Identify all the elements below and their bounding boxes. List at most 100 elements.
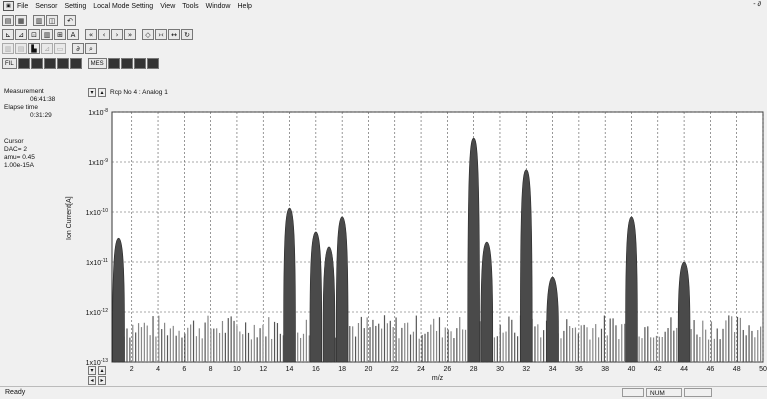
noise-bar — [670, 317, 672, 362]
x-tick-label: 10 — [233, 366, 241, 373]
x-tick-label: 32 — [522, 366, 530, 373]
toolbar-file: ▤ ▦ ▥ ◫ ↶ — [2, 13, 77, 27]
x-scale-down-icon[interactable]: ▾ — [88, 366, 96, 375]
x-tick-label: 18 — [338, 366, 346, 373]
measure-2-icon[interactable] — [120, 57, 133, 69]
zoom-out-icon[interactable]: ↔ — [168, 28, 180, 40]
mode-analog-icon[interactable]: ▥ — [2, 42, 14, 54]
noise-bar — [164, 322, 166, 362]
filament-3-icon[interactable] — [43, 57, 56, 69]
x-tick-label: 12 — [259, 366, 267, 373]
sensor-icon[interactable]: ∂ — [72, 42, 84, 54]
x-shift-left-icon[interactable]: ◂ — [88, 376, 96, 385]
noise-bar — [169, 328, 171, 362]
peak-mz-28 — [467, 137, 480, 363]
menu-bar: ▣ File Sensor Setting Local Mode Setting… — [0, 0, 767, 12]
noise-bar — [543, 330, 545, 362]
measure-1-icon[interactable] — [107, 57, 120, 69]
noise-bar — [398, 338, 400, 362]
mode-leak-icon[interactable]: ▭ — [54, 42, 66, 54]
noise-bar — [383, 315, 386, 362]
filament-1-icon[interactable] — [17, 57, 30, 69]
noise-bar — [192, 320, 195, 362]
x-tick-label: 20 — [365, 366, 373, 373]
menu-help[interactable]: Help — [237, 2, 252, 10]
print-preview-icon[interactable]: ◫ — [46, 14, 58, 26]
filament-2-icon[interactable] — [30, 57, 43, 69]
noise-bar — [493, 337, 496, 362]
noise-bar — [459, 317, 461, 362]
menu-local-mode-setting[interactable]: Local Mode Setting — [93, 2, 154, 10]
noise-bar — [586, 327, 588, 362]
prev-channel-icon[interactable]: ▾ — [88, 88, 96, 97]
noise-bar — [172, 325, 174, 362]
measure-3-icon[interactable] — [133, 57, 146, 69]
window-controls[interactable]: - ∂ — [753, 1, 761, 8]
menu-window[interactable]: Window — [205, 2, 231, 10]
filament-4-icon[interactable] — [56, 57, 69, 69]
chart-header: ▾ ▴ Rcp No 4 : Analog 1 — [88, 88, 168, 97]
chart-line-icon[interactable]: ⊾ — [2, 28, 14, 40]
refresh-icon[interactable]: ↻ — [181, 28, 193, 40]
auto-scale-icon[interactable]: A — [67, 28, 79, 40]
chart-bar-icon[interactable]: ▥ — [41, 28, 53, 40]
noise-bar — [366, 317, 368, 362]
zoom-reset-icon[interactable]: ◇ — [142, 28, 154, 40]
noise-bar — [276, 323, 279, 362]
mode-histogram-icon[interactable]: ▤ — [15, 42, 27, 54]
noise-bar — [699, 336, 701, 362]
noise-bar — [658, 336, 660, 362]
noise-bar — [462, 329, 464, 362]
x-scale-up-icon[interactable]: ▴ — [98, 366, 106, 375]
noise-bar — [213, 328, 215, 362]
info-panel: Measurement 06:41:38 Elapse time 0:31:29… — [4, 88, 74, 170]
x-tick-label: 22 — [391, 366, 399, 373]
measure-button[interactable]: MES — [87, 57, 107, 69]
filament-5-icon[interactable] — [69, 57, 82, 69]
peak-mz-40 — [625, 216, 638, 363]
measure-4-icon[interactable] — [146, 57, 159, 69]
noise-bar — [381, 328, 383, 362]
chart-area-icon[interactable]: ⊞ — [54, 28, 66, 40]
menu-file[interactable]: File — [17, 2, 29, 10]
noise-bar — [655, 335, 658, 362]
search-icon[interactable]: ⌕ — [85, 42, 97, 54]
undo-icon[interactable]: ↶ — [64, 14, 76, 26]
y-tick-label: 1x10-12 — [86, 308, 109, 317]
noise-bar — [438, 317, 441, 362]
x-tick-label: 16 — [312, 366, 320, 373]
noise-bar — [722, 328, 724, 362]
chart-step-icon[interactable]: ⊡ — [28, 28, 40, 40]
prev-icon[interactable]: ‹ — [98, 28, 110, 40]
mode-trend-icon[interactable]: ⊿ — [41, 42, 53, 54]
open-icon[interactable]: ▤ — [2, 14, 14, 26]
x-tick-label: 42 — [654, 366, 662, 373]
filament-button[interactable]: FIL — [2, 57, 17, 69]
next-channel-icon[interactable]: ▴ — [98, 88, 106, 97]
noise-bar — [725, 320, 727, 362]
noise-bar — [592, 328, 594, 362]
noise-bar — [146, 325, 148, 362]
x-tick-label: 48 — [733, 366, 741, 373]
menu-setting[interactable]: Setting — [64, 2, 87, 10]
chart-slope-icon[interactable]: ⊿ — [15, 28, 27, 40]
noise-bar — [606, 335, 608, 362]
menu-view[interactable]: View — [160, 2, 176, 10]
mode-bar-icon[interactable]: ▙ — [28, 42, 40, 54]
noise-bar — [612, 318, 614, 362]
menu-sensor[interactable]: Sensor — [35, 2, 58, 10]
print-icon[interactable]: ▥ — [33, 14, 45, 26]
noise-bar — [505, 331, 507, 362]
first-icon[interactable]: « — [85, 28, 97, 40]
noise-bar — [227, 318, 229, 362]
next-icon[interactable]: › — [111, 28, 123, 40]
zoom-in-icon[interactable]: ›‹ — [155, 28, 167, 40]
noise-bar — [305, 319, 307, 362]
noise-bar — [224, 332, 226, 362]
x-shift-right-icon[interactable]: ▸ — [98, 376, 106, 385]
cursor-label: Cursor — [4, 138, 24, 145]
last-icon[interactable]: » — [124, 28, 136, 40]
menu-tools[interactable]: Tools — [182, 2, 199, 10]
save-icon[interactable]: ▦ — [15, 14, 27, 26]
